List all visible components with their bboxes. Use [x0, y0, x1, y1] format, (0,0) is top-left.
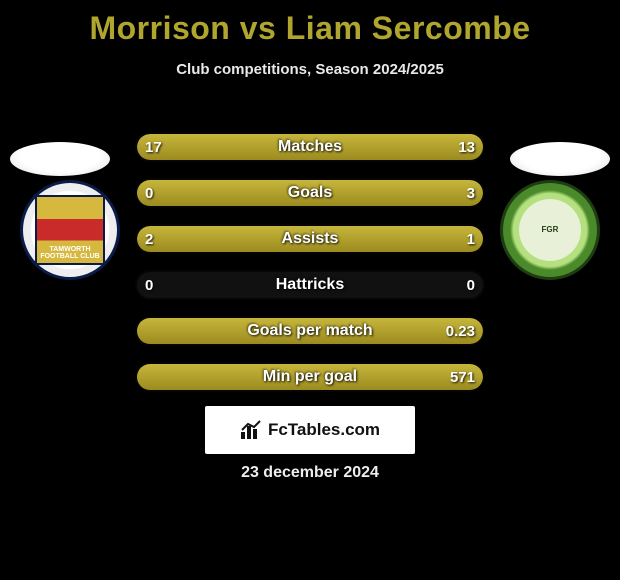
- stat-bar-track: [135, 316, 485, 346]
- player-silhouette-left: [10, 142, 110, 176]
- club-crest-left-label: TAMWORTH FOOTBALL CLUB: [35, 195, 105, 265]
- brand-text: FcTables.com: [268, 420, 380, 440]
- stat-row: Assists21: [135, 224, 485, 254]
- stat-bar-fill-right: [137, 318, 483, 344]
- stat-bar-fill-right: [137, 180, 483, 206]
- comparison-bars: Matches1713 Goals03 Assists21 Hattricks00 Go…: [135, 132, 485, 408]
- stat-bar-track: [135, 132, 485, 162]
- brand-badge: FcTables.com: [205, 406, 415, 454]
- stat-bar-fill-right: [137, 364, 483, 390]
- stat-row: Min per goal571: [135, 362, 485, 392]
- stat-bar-fill-left: [137, 134, 483, 160]
- club-crest-right: FGR: [500, 180, 600, 280]
- player-silhouette-right: [510, 142, 610, 176]
- date-text: 23 december 2024: [0, 464, 620, 482]
- club-crest-right-label: FGR: [519, 199, 581, 261]
- stat-row: Hattricks00: [135, 270, 485, 300]
- brand-icon: [240, 420, 262, 440]
- club-crest-left: TAMWORTH FOOTBALL CLUB: [20, 180, 120, 280]
- stat-bar-track: [135, 362, 485, 392]
- stat-row: Matches1713: [135, 132, 485, 162]
- stat-bar-track: [135, 178, 485, 208]
- stat-row: Goals03: [135, 178, 485, 208]
- stat-bar-track: [135, 270, 485, 300]
- stat-row: Goals per match0.23: [135, 316, 485, 346]
- subtitle: Club competitions, Season 2024/2025: [0, 61, 620, 78]
- stat-bar-fill-left: [137, 226, 483, 252]
- stat-bar-track: [135, 224, 485, 254]
- page-title: Morrison vs Liam Sercombe: [0, 10, 620, 47]
